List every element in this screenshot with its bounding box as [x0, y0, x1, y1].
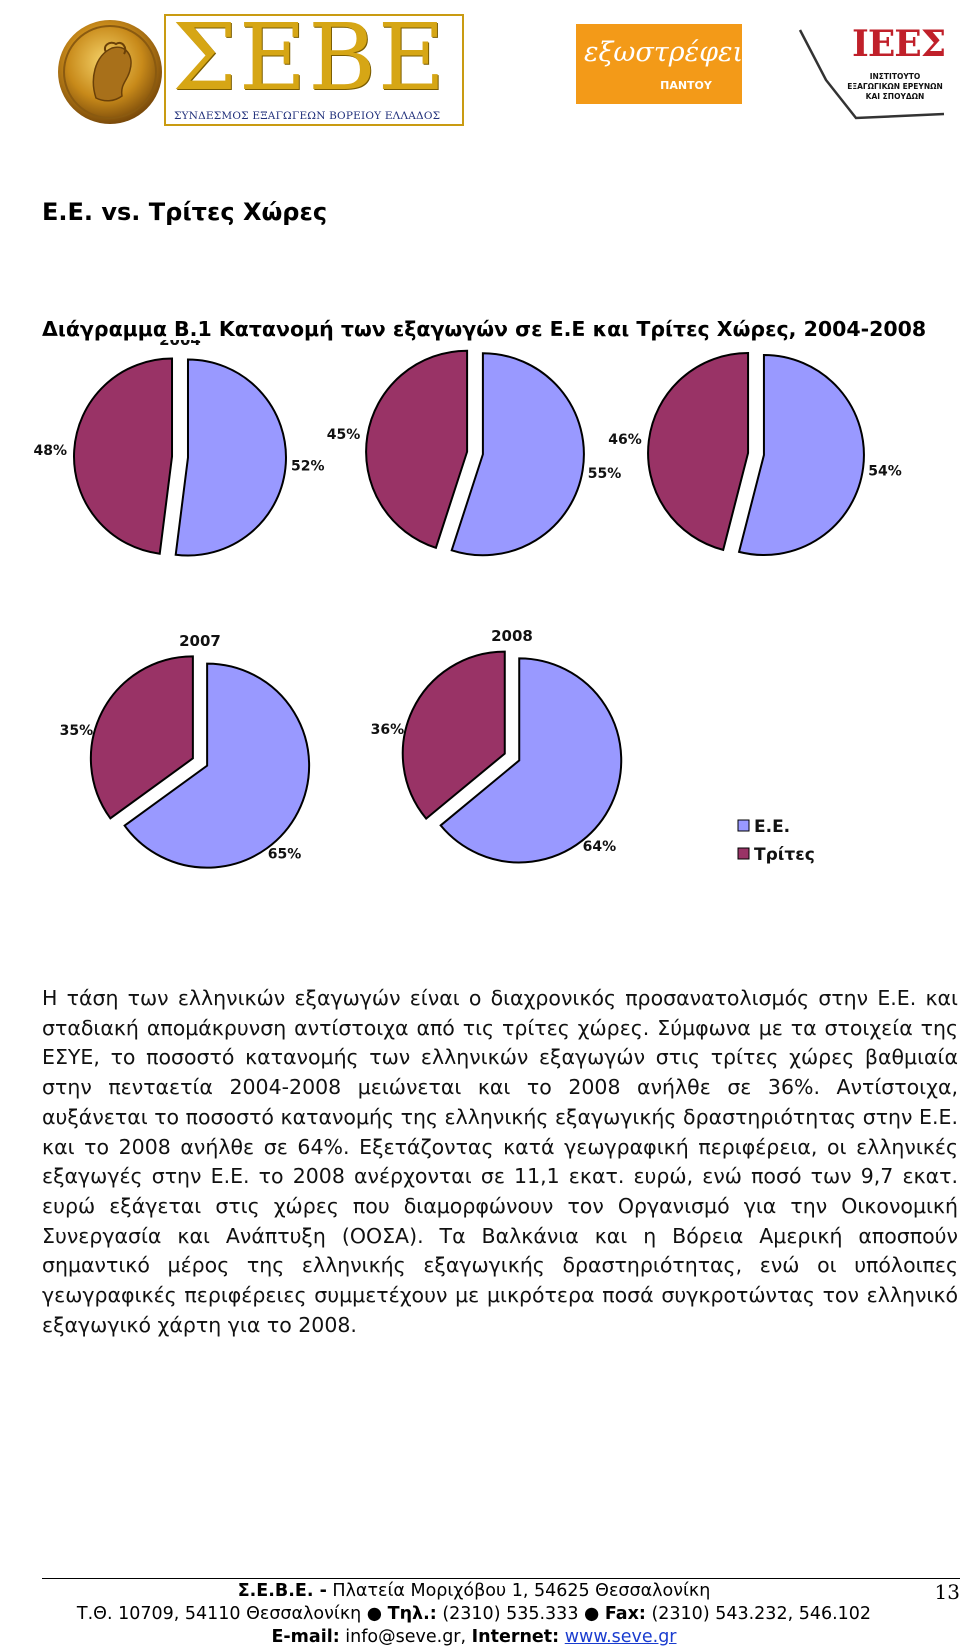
legend-label-eu: Ε.Ε. — [754, 817, 790, 837]
pie-charts: 2004 52% 48% 2005 55% 45% 2006 54% 46% 2007 65% 35%… — [33, 340, 902, 869]
pie-slice-eu-2008 — [439, 657, 623, 864]
exostrefeia-logo: εξωστρέφεια ΠΑΝΤΟΥ — [576, 24, 762, 104]
pie-third-label-2005: 45% — [327, 427, 361, 443]
pie-slice-eu-2006 — [737, 354, 865, 557]
pie-slice-third-2008 — [401, 650, 506, 821]
footer-tel-label: Τηλ.: — [387, 1604, 437, 1624]
pie-year-label-2004: 2004 — [159, 340, 201, 349]
seve-subtitle: ΣΥΝΔΕΣΜΟΣ ΕΞΑΓΩΓΕΩΝ ΒΟΡΕΙΟΥ ΕΛΛΑΔΟΣ — [174, 110, 441, 122]
pie-year-label-2006: 2006 — [735, 340, 777, 344]
footer-fax: (2310) 543.232, 546.102 — [645, 1604, 872, 1624]
pie-slice-third-2007 — [89, 655, 194, 820]
footer-fax-label: Fax: — [604, 1604, 646, 1624]
legend-swatch-third — [737, 847, 750, 860]
pie-eu-label-2004: 52% — [291, 459, 325, 475]
bullet-icon: ● — [361, 1604, 388, 1624]
website-link[interactable]: www.seve.gr — [564, 1627, 677, 1647]
footer-email: info@seve.gr, — [339, 1627, 472, 1647]
legend-label-third: Τρίτες — [754, 845, 815, 865]
page-number: 13 — [934, 1580, 960, 1604]
footer-tel: (2310) 535.333 — [436, 1604, 579, 1624]
pie-third-label-2004: 48% — [33, 443, 67, 459]
exostrefeia-title: εξωστρέφεια — [584, 37, 762, 68]
section-title: Ε.Ε. vs. Τρίτες Χώρες — [42, 198, 328, 226]
legend-swatch-eu — [737, 819, 750, 832]
footer-org: Σ.Ε.Β.Ε. - — [237, 1581, 327, 1601]
iees-swoosh-icon — [798, 29, 945, 120]
footer-po-box: Τ.Θ. 10709, 54110 Θεσσαλονίκη — [76, 1604, 362, 1624]
footer-contact-line: Τ.Θ. 10709, 54110 Θεσσαλονίκη ● Τηλ.: (2… — [42, 1603, 906, 1625]
pie-eu-label-2006: 54% — [868, 463, 902, 479]
pie-eu-label-2007: 65% — [268, 847, 302, 863]
pie-year-label-2005: 2005 — [454, 340, 496, 342]
iees-subtitle: ΙΝΣΤΙΤΟΥΤΟ ΕΞΑΓΩΓΙΚΩΝ ΕΡΕΥΝΩΝ ΚΑΙ ΣΠΟΥΔΩ… — [847, 72, 943, 101]
pie-slice-third-2004 — [73, 357, 174, 555]
exostrefeia-subtitle: ΠΑΝΤΟΥ — [660, 79, 712, 92]
pie-slice-eu-2005 — [450, 352, 585, 557]
pie-slice-eu-2007 — [123, 662, 311, 869]
seve-title: ΣΕΒΕ — [172, 4, 447, 111]
footer-address-line: Σ.Ε.Β.Ε. - Πλατεία Μοριχόβου 1, 54625 Θε… — [42, 1580, 906, 1602]
pie-third-label-2008: 36% — [371, 722, 405, 738]
iees-logo: ΙΕΕΣ ΙΝΣΤΙΤΟΥΤΟ ΕΞΑΓΩΓΙΚΩΝ ΕΡΕΥΝΩΝ ΚΑΙ Σ… — [796, 22, 946, 126]
bullet-icon: ● — [578, 1604, 605, 1624]
pie-year-label-2008: 2008 — [491, 627, 533, 645]
pie-third-label-2006: 46% — [608, 432, 642, 448]
footer-email-label: E-mail: — [271, 1627, 340, 1647]
pie-slice-third-2005 — [365, 349, 469, 550]
figure-caption: Διάγραμμα Β.1 Κατανομή των εξαγωγών σε Ε… — [42, 317, 927, 341]
coin-emblem-icon — [58, 20, 162, 124]
pie-eu-label-2008: 64% — [583, 839, 617, 855]
pie-slice-third-2006 — [647, 351, 750, 552]
pie-year-label-2007: 2007 — [179, 632, 221, 650]
seve-logo: ΣΕΒΕ ΣΥΝΔΕΣΜΟΣ ΕΞΑΓΩΓΕΩΝ ΒΟΡΕΙΟΥ ΕΛΛΑΔΟΣ — [56, 8, 464, 126]
footer-address: Πλατεία Μοριχόβου 1, 54625 Θεσσαλονίκη — [326, 1581, 711, 1601]
footer-web-line: E-mail: info@seve.gr, Internet: www.seve… — [42, 1626, 906, 1648]
pie-slice-eu-2004 — [174, 358, 287, 557]
footer-divider — [42, 1578, 960, 1579]
body-paragraph: Η τάση των ελληνικών εξαγωγών είναι ο δι… — [42, 986, 958, 1337]
pie-eu-label-2005: 55% — [588, 466, 622, 482]
footer-internet-label: Internet: — [471, 1627, 560, 1647]
iees-title: ΙΕΕΣ — [852, 23, 946, 65]
seve-frame — [164, 14, 464, 126]
pie-third-label-2007: 35% — [60, 723, 94, 739]
